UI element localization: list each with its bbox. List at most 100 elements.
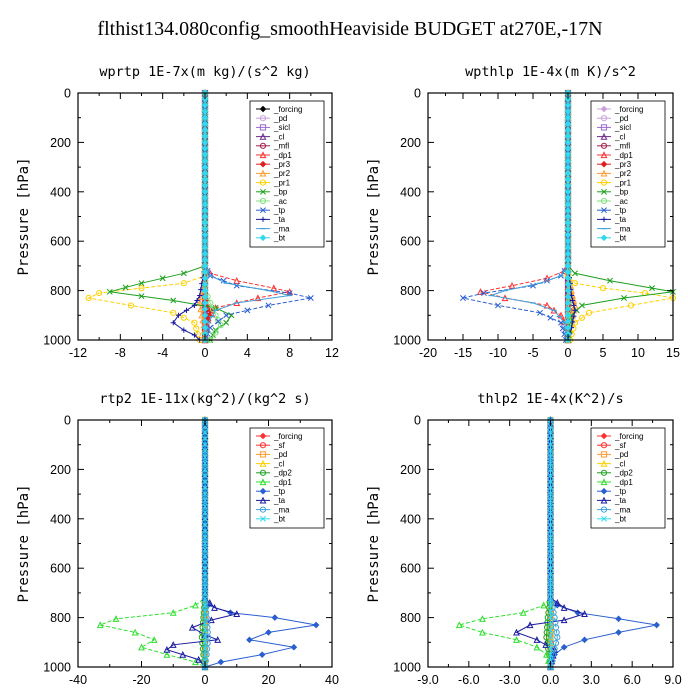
data-point: [564, 126, 572, 134]
data-point: [564, 293, 572, 301]
series-line: [480, 93, 569, 341]
series-tp: [460, 90, 571, 343]
legend-label: _mfl: [273, 142, 289, 151]
data-point: [181, 327, 187, 333]
data-point: [201, 188, 209, 196]
legend-marker: [600, 487, 608, 495]
data-point: [481, 290, 487, 297]
panel-4: thlp2 1E-4x(K^2)/s Pressure [hPa] -9.0 -6.0…: [366, 391, 682, 687]
data-point: [564, 219, 572, 226]
data-point: [564, 132, 572, 140]
legend-marker: [600, 469, 608, 476]
data-point: [194, 297, 200, 304]
data-point: [233, 610, 241, 617]
data-point: [201, 256, 209, 264]
data-point: [202, 472, 208, 479]
data-point: [201, 318, 209, 325]
data-point: [202, 589, 208, 596]
legend: _forcing_sf_pd_cl_dp2_dp1_tp_ta_ma_bt: [590, 427, 666, 529]
legend-marker: [601, 515, 607, 522]
x-tick-label: -5: [527, 346, 538, 360]
data-point: [564, 145, 572, 152]
data-point: [202, 608, 208, 615]
x-tick-label: -9.0: [417, 673, 439, 687]
data-point: [547, 608, 554, 615]
y-tick-label: 400: [50, 512, 71, 526]
data-point: [202, 515, 208, 522]
data-point: [271, 614, 279, 621]
data-point: [202, 559, 208, 565]
data-point: [202, 522, 208, 528]
data-point: [564, 95, 572, 103]
data-point: [564, 256, 572, 264]
data-point: [537, 309, 543, 316]
panel-3: rtp2 1E-11x(kg^2)/(kg^2 s) Pressure [hPa]…: [16, 391, 339, 687]
legend-label: _ta: [273, 215, 286, 224]
data-point: [533, 636, 541, 643]
legend-label: _forcing: [614, 105, 643, 114]
data-point: [201, 200, 209, 208]
legend-label: _mfl: [614, 142, 630, 151]
data-point: [202, 620, 208, 627]
data-point: [547, 423, 554, 430]
data-point: [547, 491, 554, 498]
data-point: [547, 639, 554, 646]
data-point: [202, 639, 208, 646]
legend-marker: [259, 160, 267, 168]
data-point: [138, 293, 145, 300]
data-point: [202, 528, 208, 535]
data-point: [202, 447, 208, 454]
series-bt: [564, 89, 572, 344]
legend-label: _pd: [273, 450, 287, 459]
legend-label: _sf: [614, 441, 626, 450]
data-point: [201, 219, 209, 226]
legend-marker: [600, 179, 608, 186]
data-point: [201, 207, 209, 214]
data-point: [202, 540, 208, 547]
data-point: [201, 225, 209, 233]
x-tick-label: -15: [454, 346, 472, 360]
data-point: [615, 629, 622, 636]
x-tick-label: 9.0: [664, 673, 681, 687]
legend-marker: [259, 132, 267, 140]
legend-marker: [600, 142, 608, 149]
legend-label: _bp: [273, 188, 288, 197]
series-line: [489, 93, 569, 341]
x-tick-label: -20: [419, 346, 437, 360]
data-point: [201, 293, 209, 301]
data-point: [547, 447, 554, 454]
data-point: [202, 552, 208, 559]
data-point: [564, 108, 572, 115]
data-point: [547, 577, 554, 584]
series-bp: [106, 90, 235, 343]
data-point: [138, 643, 145, 651]
data-point: [209, 306, 217, 313]
data-point: [307, 295, 314, 301]
data-point: [564, 299, 572, 307]
data-point: [233, 277, 241, 284]
data-point: [198, 287, 204, 293]
data-point: [290, 643, 298, 651]
data-point: [169, 608, 177, 616]
legend-label: _tp: [614, 487, 627, 496]
legend-label: _forcing: [273, 105, 302, 114]
data-point: [552, 640, 560, 647]
data-point: [547, 522, 554, 528]
series-line: [457, 420, 551, 668]
data-point: [508, 281, 516, 289]
legend-marker: [601, 216, 607, 222]
data-point: [564, 305, 572, 313]
legend-label: _bt: [614, 515, 627, 524]
data-point: [180, 280, 187, 287]
data-point: [615, 615, 622, 623]
data-point: [564, 176, 572, 183]
legend-marker: [259, 234, 267, 242]
legend-marker: [600, 451, 608, 458]
series-line: [462, 93, 569, 341]
legend-box: [249, 100, 325, 248]
data-point: [170, 320, 176, 326]
data-point: [212, 329, 219, 336]
legend-label: _tp: [614, 206, 627, 215]
data-point: [547, 466, 554, 473]
legend-label: _sf: [273, 441, 285, 450]
